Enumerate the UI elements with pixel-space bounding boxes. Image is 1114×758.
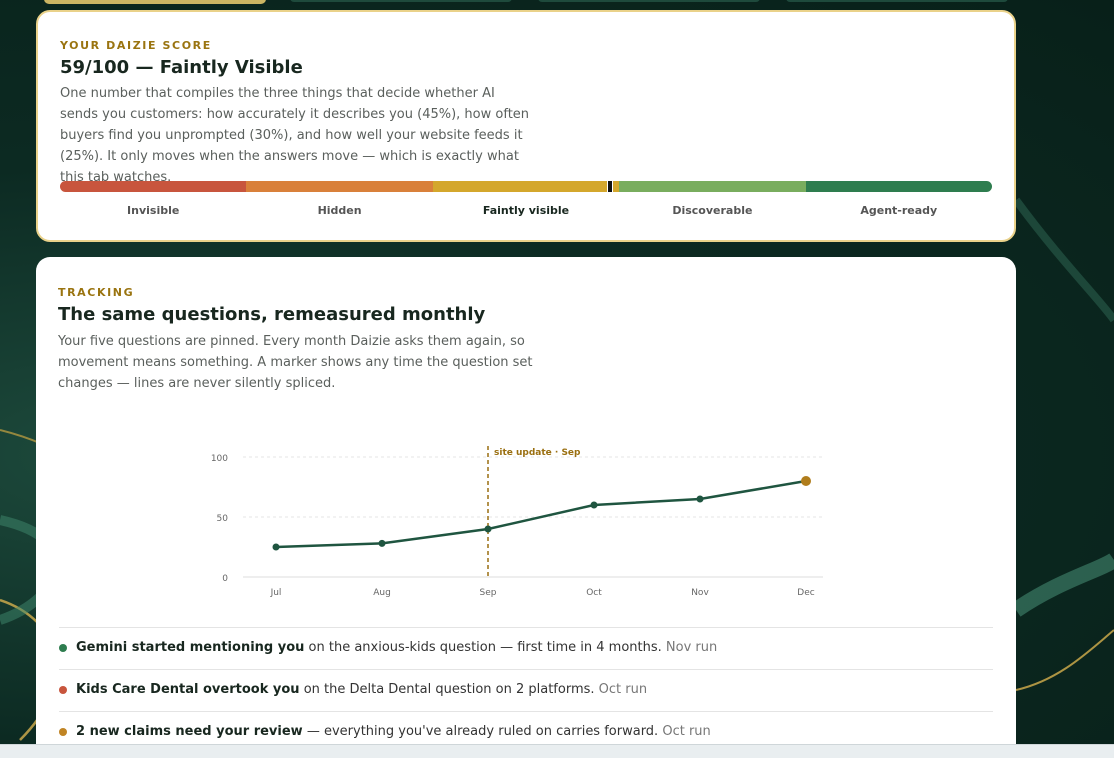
x-tick-label: Nov <box>691 588 709 598</box>
data-point <box>801 476 811 486</box>
line-chart: 0 50 100 Jul Aug Sep Oct Nov Dec site update · Se… <box>211 446 823 598</box>
data-point <box>484 525 492 533</box>
event-row: Gemini started mentioning you on the anx… <box>59 627 993 670</box>
x-tick-label: Sep <box>480 588 497 598</box>
band-segment <box>60 181 247 192</box>
event-when: Oct run <box>598 682 648 697</box>
x-tick-label: Oct <box>586 588 602 598</box>
score-title: 59/100 — Faintly Visible <box>60 57 303 78</box>
data-point <box>590 501 598 509</box>
event-dot <box>59 644 67 652</box>
score-bar <box>60 181 992 192</box>
event-dot <box>59 686 67 694</box>
description: One number that compiles the three thing… <box>60 86 530 185</box>
score-marker <box>606 181 613 192</box>
annotation-label: site update · Sep <box>494 448 581 458</box>
tracking-title: The same questions, remeasured monthly <box>58 304 486 325</box>
band-segment <box>246 181 433 192</box>
event-text: 2 new claims need your review — everythi… <box>76 724 711 739</box>
band-label: Invisible <box>127 204 180 217</box>
band-segment <box>432 181 620 192</box>
event-dot <box>59 728 67 736</box>
event-headline: Gemini started mentioning you <box>76 640 305 655</box>
event-text: Kids Care Dental overtook you on the Del… <box>76 682 647 697</box>
y-tick-label: 100 <box>211 454 228 464</box>
data-point <box>378 539 386 547</box>
tracking-card: TRACKING The same questions, remeasured … <box>36 257 1016 758</box>
event-headline: Kids Care Dental overtook you <box>76 682 300 697</box>
band-segment <box>619 181 806 192</box>
band-label: Faintly visible <box>482 204 570 217</box>
event-row: 2 new claims need your review — everythi… <box>59 711 993 754</box>
event-headline: 2 new claims need your review <box>76 724 303 739</box>
band-label: Agent-ready <box>860 204 938 217</box>
eyebrow: YOUR DAIZIE SCORE <box>60 39 212 52</box>
series-line <box>275 479 807 549</box>
eyebrow: TRACKING <box>58 286 135 299</box>
data-point <box>272 543 280 551</box>
window-bottom-edge <box>0 744 1114 758</box>
event-detail: — everything you've already ruled on car… <box>306 724 659 739</box>
score-card: YOUR DAIZIE SCORE 59/100 — Faintly Visib… <box>36 10 1016 242</box>
event-detail: on the Delta Dental question on 2 platfo… <box>303 682 595 697</box>
event-detail: on the anxious-kids question — first tim… <box>308 640 662 655</box>
band-label: Hidden <box>317 204 362 217</box>
event-when: Oct run <box>662 724 711 739</box>
event-when: Nov run <box>665 640 718 655</box>
y-tick-label: 0 <box>222 574 228 584</box>
data-point <box>696 495 704 503</box>
band-label: Discoverable <box>672 204 753 217</box>
x-tick-label: Aug <box>373 588 391 598</box>
y-tick-label: 50 <box>217 514 229 524</box>
x-tick-label: Jul <box>270 588 282 598</box>
event-text: Gemini started mentioning you on the anx… <box>76 640 717 655</box>
description: Your five questions are pinned. Every mo… <box>58 334 533 391</box>
band-segment <box>805 181 992 192</box>
event-row: Kids Care Dental overtook you on the Del… <box>59 669 993 712</box>
x-tick-label: Dec <box>797 588 814 598</box>
